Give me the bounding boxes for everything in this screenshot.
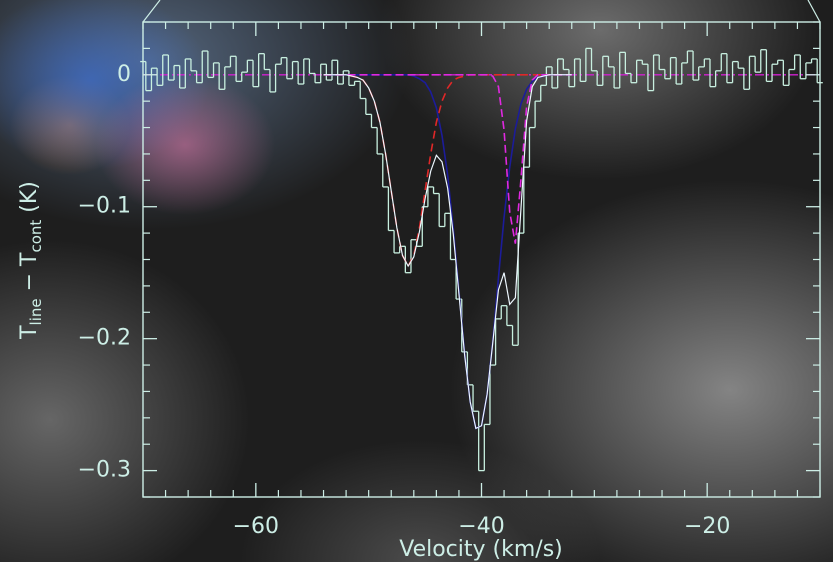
y-tick-label: −0.3 (78, 458, 131, 483)
y-label-sub: line (27, 298, 45, 325)
x-axis-label: Velocity (km/s) (399, 537, 563, 562)
y-label-part: T (17, 325, 42, 340)
fit-curve (323, 73, 572, 244)
x-tick-label: −40 (458, 514, 504, 539)
y-tick-label: −0.2 (78, 326, 131, 351)
y-label-part: − T (17, 252, 42, 298)
y-label-part: (K) (17, 181, 42, 220)
frame-edge (142, 0, 161, 23)
x-tick-label: −60 (233, 514, 279, 539)
x-tick-label: −20 (684, 514, 730, 539)
y-label-sub: cont (27, 220, 45, 253)
y-tick-label: −0.1 (78, 194, 131, 219)
frame-edge (807, 0, 821, 23)
fit-curve (323, 74, 572, 430)
y-axis-label: Tline − Tcont (K) (17, 181, 45, 340)
y-tick-label: 0 (117, 62, 131, 87)
